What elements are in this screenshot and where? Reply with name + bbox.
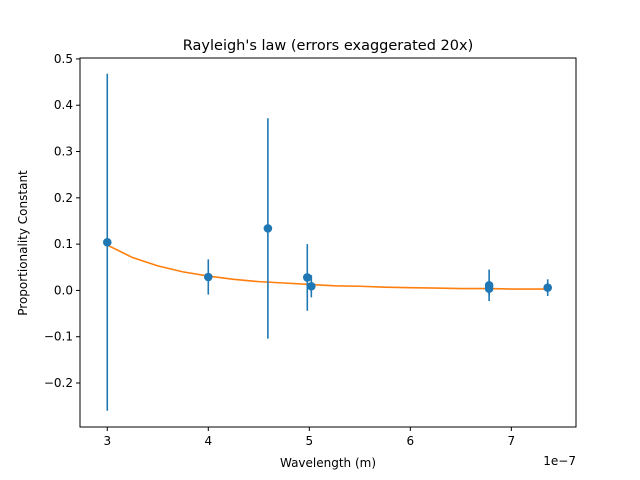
- data-point-group: [543, 279, 553, 296]
- y-tick-label: 0.0: [54, 283, 73, 297]
- y-tick-label: 0.2: [54, 191, 73, 205]
- y-axis-label: Proportionality Constant: [16, 170, 30, 316]
- data-point-group: [307, 275, 316, 298]
- data-point-group: [302, 244, 312, 311]
- y-tick-label: −0.1: [44, 330, 73, 344]
- data-point: [203, 272, 213, 282]
- data-point: [302, 273, 312, 282]
- y-tick-label: 0.1: [54, 237, 73, 251]
- data-point-group: [102, 73, 112, 411]
- plot-frame: [79, 57, 577, 428]
- x-tick-label: 5: [305, 434, 313, 448]
- y-tick-label: −0.2: [44, 376, 73, 390]
- x-tick-label: 3: [103, 434, 111, 448]
- data-point: [543, 283, 553, 292]
- chart-title: Rayleigh's law (errors exaggerated 20x): [183, 38, 473, 54]
- x-axis-offset-label: 1e−7: [543, 454, 576, 468]
- x-tick-label: 4: [204, 434, 212, 448]
- data-point: [263, 224, 273, 233]
- fit-curve: [106, 244, 548, 290]
- data-point: [102, 237, 112, 247]
- data-point: [307, 281, 316, 291]
- y-tick-label: 0.3: [54, 145, 73, 159]
- y-tick-label: 0.5: [54, 52, 73, 66]
- x-tick-label: 7: [508, 434, 516, 448]
- data-points-layer: [102, 73, 553, 411]
- axis-ticks: 3 4 5 6 7 −0.2 −0.1 0.0 0.1 0.2 0.3 0.4 0.5: [44, 52, 515, 448]
- x-axis-label: Wavelength (m): [280, 456, 376, 470]
- data-point-group: [263, 118, 273, 339]
- y-tick-label: 0.4: [54, 98, 73, 112]
- data-point: [484, 284, 494, 293]
- fit-curve-layer: [106, 244, 548, 290]
- x-tick-label: 6: [407, 434, 415, 448]
- data-point-group: [203, 259, 213, 295]
- data-point-group: [484, 282, 494, 296]
